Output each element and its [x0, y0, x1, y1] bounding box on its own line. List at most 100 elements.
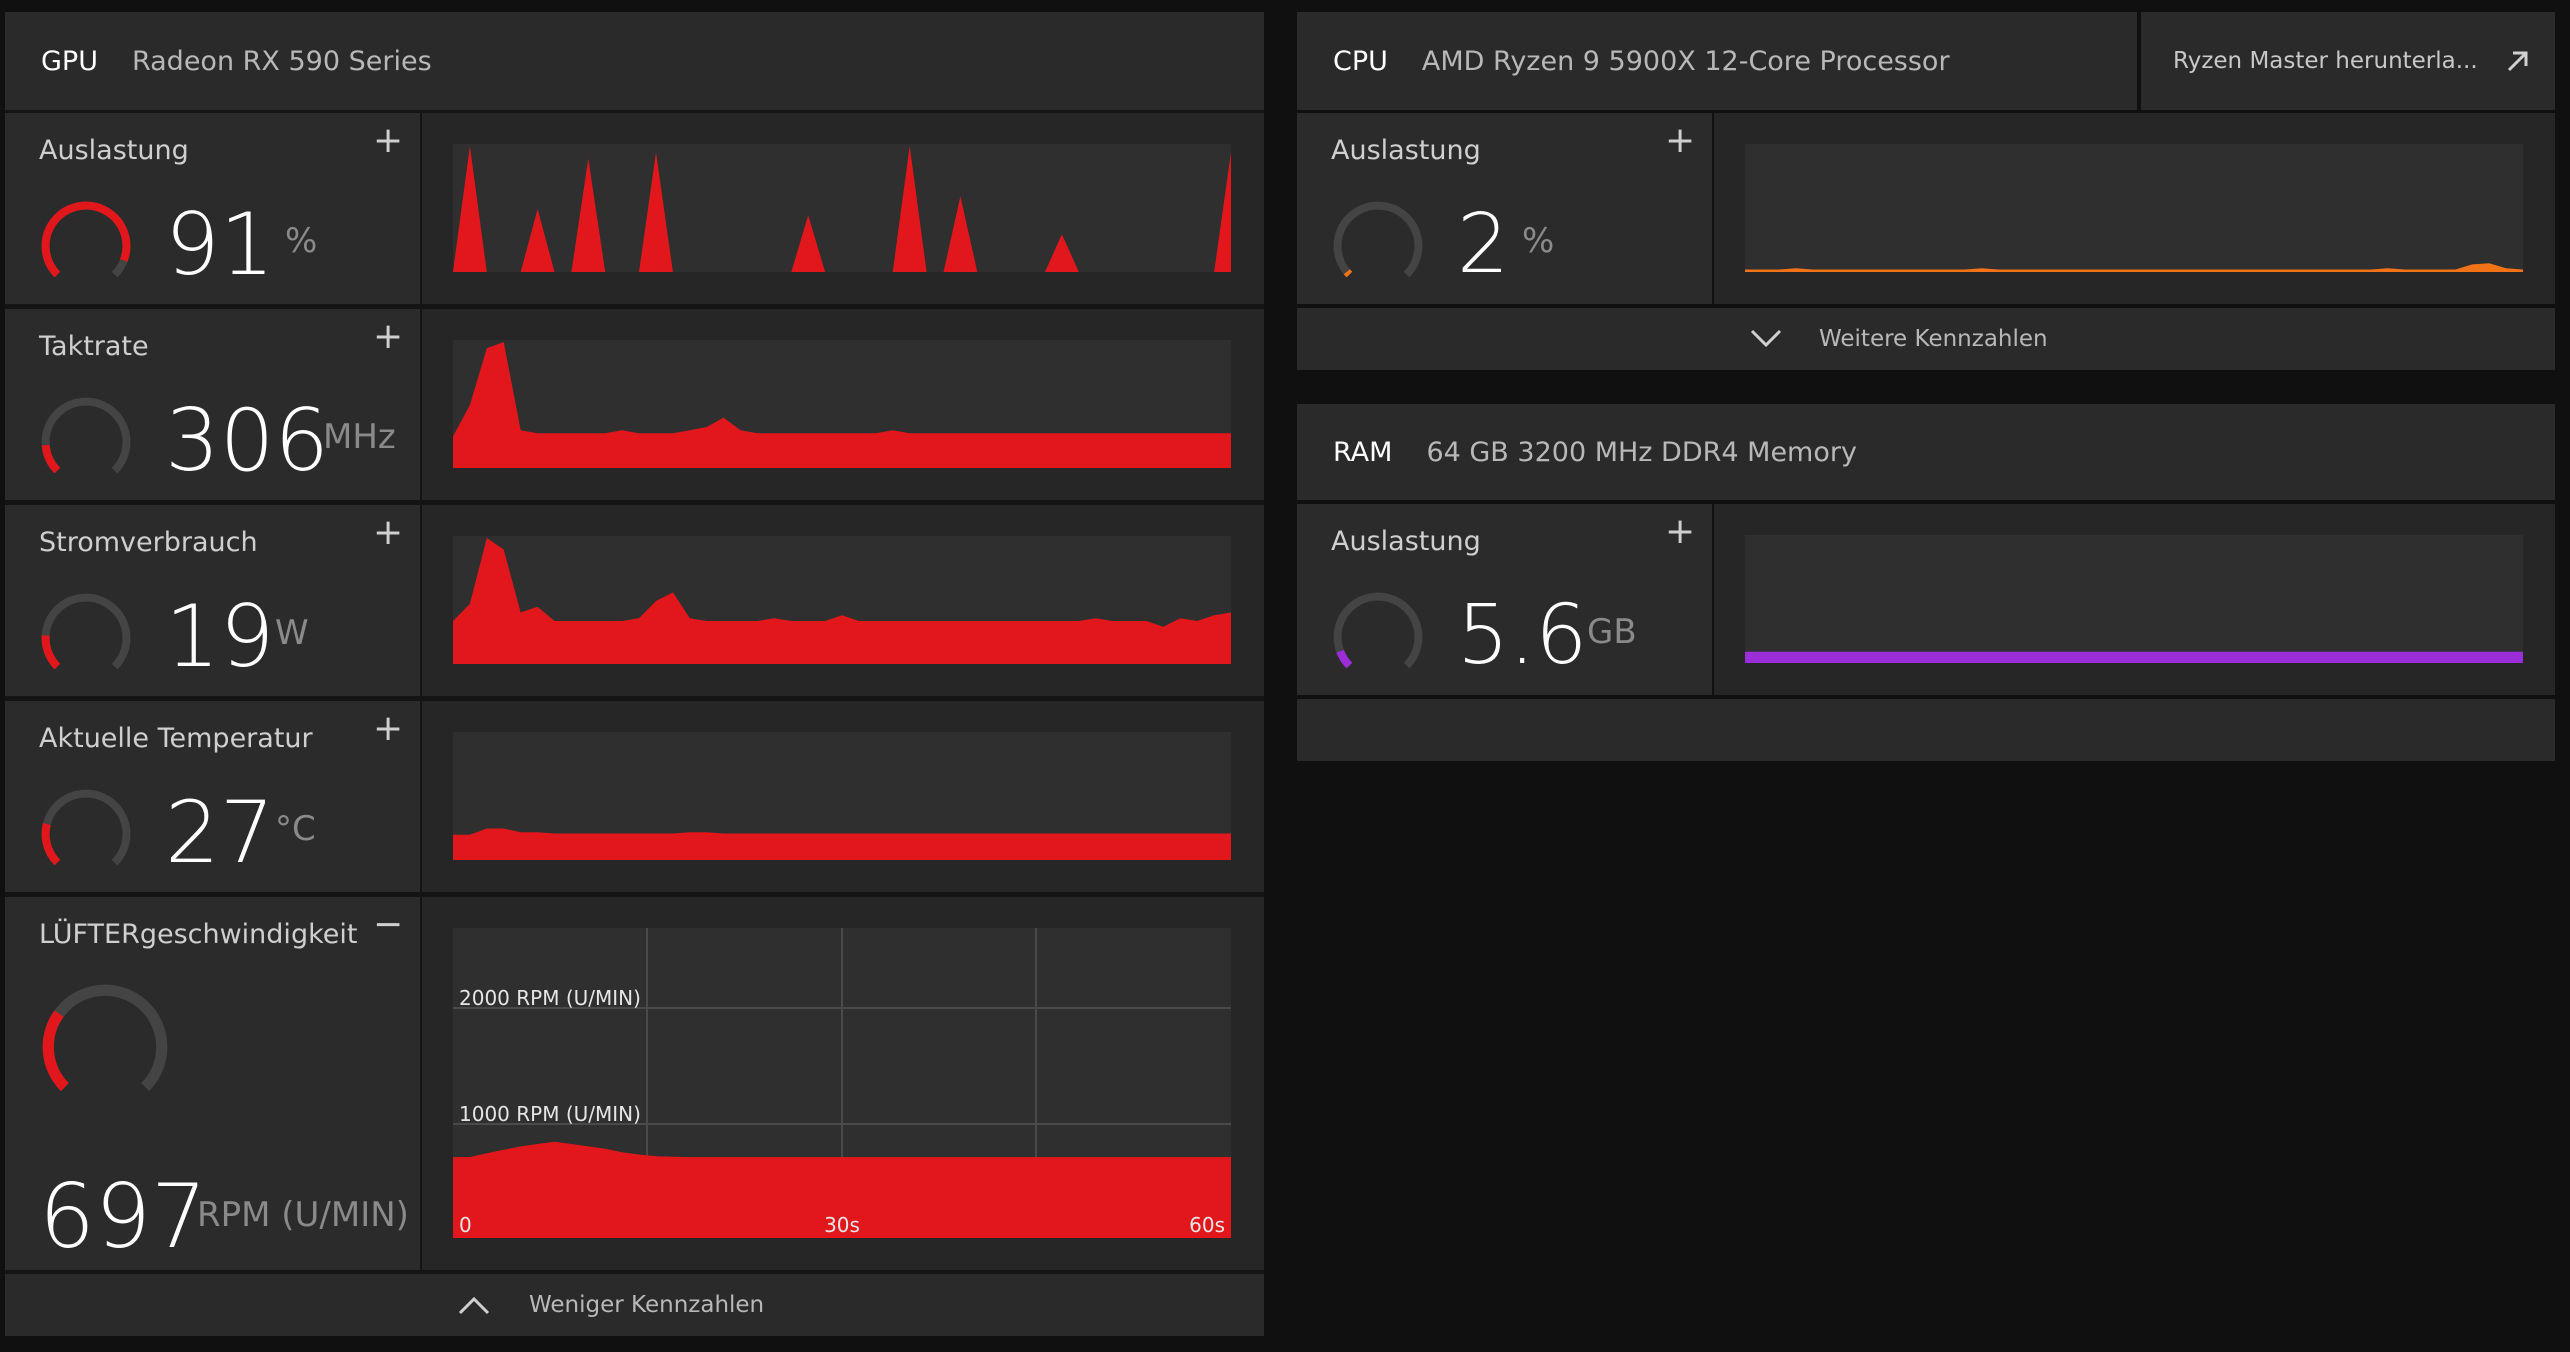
chart-background	[1745, 535, 2523, 663]
gpu-fan-gauge	[42, 984, 168, 1092]
gpu-util-chart	[453, 144, 1231, 272]
ram-util-gauge	[1333, 592, 1423, 669]
gpu-fan-cell: LÜFTERgeschwindigkeit − 697 RPM (U/MIN)	[5, 897, 420, 1270]
gauge-fill	[41, 635, 61, 670]
ram-util-expand-button[interactable]: +	[1665, 511, 1696, 552]
y-axis-label: 1000 RPM (U/MIN)	[459, 1102, 641, 1126]
gpu-clock-label: Taktrate	[39, 331, 149, 362]
gpu-clock-unit: MHz	[323, 417, 396, 457]
ram-util-chart	[1745, 535, 2523, 663]
gauge-track	[41, 593, 131, 670]
cpu-util-unit: %	[1522, 221, 1555, 261]
cpu-key: CPU	[1333, 45, 1388, 77]
gpu-clock-value: 306	[165, 391, 330, 491]
cpu-name: AMD Ryzen 9 5900X 12-Core Processor	[1421, 45, 1950, 77]
series-area	[453, 828, 1231, 860]
gpu-temp-cell: Aktuelle Temperatur + 27 °C	[5, 701, 420, 892]
chart-background	[453, 144, 1231, 272]
gpu-util-chart-cell	[422, 113, 1264, 304]
ram-util-label: Auslastung	[1331, 526, 1481, 557]
gpu-footer-label: Weniger Kennzahlen	[529, 1292, 765, 1318]
ram-footer-bar	[1297, 699, 2555, 761]
gpu-clock-expand-button[interactable]: +	[373, 316, 404, 357]
gpu-header: GPU Radeon RX 590 Series	[5, 12, 1264, 110]
series-area	[453, 1141, 1231, 1238]
series-area	[1745, 651, 2523, 663]
cpu-util-label: Auslastung	[1331, 135, 1481, 166]
ram-header: RAM 64 GB 3200 MHz DDR4 Memory	[1297, 404, 2555, 500]
gpu-power-expand-button[interactable]: +	[373, 512, 404, 553]
gpu-power-chart	[453, 536, 1231, 664]
gauge-track	[42, 984, 168, 1092]
gpu-util-value: 91	[165, 195, 275, 295]
series-area	[453, 146, 1231, 272]
cpu-util-value: 2	[1457, 197, 1510, 292]
gpu-temp-gauge	[41, 789, 131, 866]
cpu-chart-cell	[1714, 113, 2555, 304]
gpu-power-label: Stromverbrauch	[39, 527, 258, 558]
gauge-fill	[1343, 269, 1353, 278]
gpu-fan-chart: 2000 RPM (U/MIN) 1000 RPM (U/MIN) 0 30s 60s	[453, 928, 1231, 1238]
gpu-key: GPU	[41, 45, 98, 77]
gpu-temp-chart-cell	[422, 701, 1264, 892]
gpu-util-expand-button[interactable]: +	[373, 120, 404, 161]
gpu-temp-chart	[453, 732, 1231, 860]
ram-util-unit: GB	[1587, 612, 1637, 652]
ryzen-master-link[interactable]: Ryzen Master herunterla...	[2141, 12, 2555, 110]
gpu-util-cell: Auslastung + 91 %	[5, 113, 420, 304]
external-link-icon	[2507, 51, 2528, 72]
gauge-track	[41, 397, 131, 474]
chevron-up-icon	[458, 1296, 490, 1315]
cpu-util-expand-button[interactable]: +	[1665, 120, 1696, 161]
chart-background	[1745, 144, 2523, 272]
gauge-fill	[42, 1010, 69, 1092]
gpu-clock-chart-cell	[422, 309, 1264, 500]
gauge-fill	[41, 444, 61, 474]
gpu-power-chart-cell	[422, 505, 1264, 696]
gpu-power-gauge	[41, 593, 131, 670]
gpu-util-label: Auslastung	[39, 135, 189, 166]
ram-name: 64 GB 3200 MHz DDR4 Memory	[1426, 436, 1857, 468]
gpu-name: Radeon RX 590 Series	[131, 45, 432, 77]
cpu-util-gauge	[1333, 201, 1423, 278]
gauge-track	[41, 789, 131, 866]
ryzen-master-label: Ryzen Master herunterla...	[2173, 48, 2478, 74]
gauge-track	[1333, 592, 1423, 669]
gpu-fan-value: 697	[39, 1165, 207, 1268]
gpu-power-cell: Stromverbrauch + 19 W	[5, 505, 420, 696]
ram-key: RAM	[1333, 436, 1393, 468]
gpu-clock-gauge	[41, 397, 131, 474]
gpu-fan-label: LÜFTERgeschwindigkeit	[39, 919, 358, 950]
cpu-util-chart	[1745, 144, 2523, 272]
series-area	[453, 538, 1231, 664]
gpu-temp-expand-button[interactable]: +	[373, 708, 404, 749]
gpu-temp-unit: °C	[275, 809, 316, 849]
gauge-track	[1333, 201, 1423, 278]
gpu-power-unit: W	[275, 613, 309, 653]
gauge-fill	[41, 201, 131, 278]
ram-metric-cell: Auslastung + 5.6 GB	[1297, 504, 1712, 695]
gpu-clock-chart	[453, 340, 1231, 468]
cpu-footer-label: Weitere Kennzahlen	[1819, 326, 2048, 352]
ram-chart-cell	[1714, 504, 2555, 695]
gauge-fill	[1336, 649, 1353, 669]
series-area	[1745, 263, 2523, 272]
x-axis-label: 0	[459, 1213, 472, 1237]
gpu-fan-collapse-button[interactable]: −	[373, 904, 404, 945]
gpu-util-gauge	[41, 201, 131, 278]
y-axis-label: 2000 RPM (U/MIN)	[459, 986, 641, 1010]
series-area	[453, 342, 1231, 468]
gpu-power-value: 19	[165, 587, 275, 687]
gpu-util-unit: %	[285, 221, 318, 261]
gpu-temp-value: 27	[165, 783, 275, 883]
cpu-more-metrics-button[interactable]: Weitere Kennzahlen	[1297, 308, 2555, 370]
x-axis-label: 60s	[1189, 1213, 1225, 1237]
gpu-clock-cell: Taktrate + 306 MHz	[5, 309, 420, 500]
gpu-temp-label: Aktuelle Temperatur	[39, 723, 313, 754]
x-axis-label: 30s	[824, 1213, 860, 1237]
gpu-less-metrics-button[interactable]: Weniger Kennzahlen	[5, 1274, 1264, 1336]
cpu-metric-cell: Auslastung + 2 %	[1297, 113, 1712, 304]
gauge-fill	[41, 822, 61, 866]
cpu-header: CPU AMD Ryzen 9 5900X 12-Core Processor	[1297, 12, 2137, 110]
chevron-down-icon	[1750, 329, 1782, 348]
